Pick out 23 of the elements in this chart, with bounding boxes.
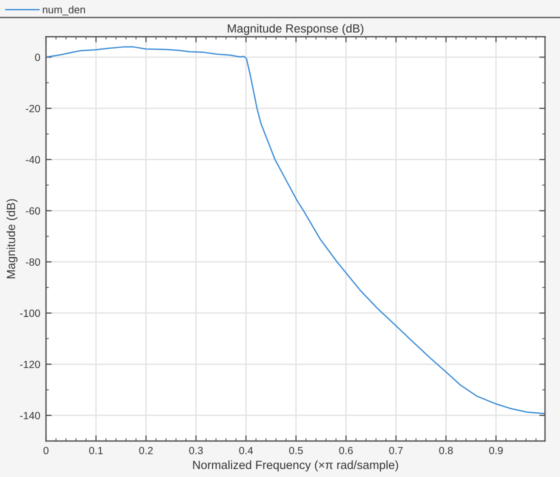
x-tick-label: 0.2 bbox=[139, 446, 153, 454]
y-axis-title: Magnitude (dB) bbox=[6, 199, 18, 278]
x-tick-label: 0.7 bbox=[389, 446, 403, 454]
y-tick-label: -40 bbox=[26, 156, 40, 164]
chart-title: Magnitude Response (dB) bbox=[228, 24, 364, 35]
x-tick-label: 0.6 bbox=[339, 446, 353, 454]
y-tick-label: -100 bbox=[20, 310, 40, 317]
y-tick-label: 0 bbox=[35, 54, 40, 62]
y-tick-label: -60 bbox=[26, 207, 40, 215]
y-tick-label: -140 bbox=[20, 412, 40, 420]
x-tick-label: 0 bbox=[44, 446, 48, 454]
x-tick-label: 0.4 bbox=[239, 446, 253, 454]
x-tick-label: 0.3 bbox=[189, 446, 203, 454]
line-series bbox=[46, 46, 545, 414]
y-tick-label: -20 bbox=[26, 104, 40, 112]
x-tick-label: 0.5 bbox=[289, 446, 303, 454]
x-axis-title: Normalized Frequency (×π rad/sample) bbox=[193, 460, 398, 472]
x-tick-label: 0.9 bbox=[489, 446, 503, 454]
y-tick-label: -80 bbox=[26, 258, 40, 266]
y-tick-label: -120 bbox=[20, 360, 40, 368]
x-tick-label: 0.1 bbox=[89, 446, 103, 454]
x-tick-label: 0.8 bbox=[439, 446, 453, 454]
legend-label: num_den bbox=[42, 6, 85, 16]
